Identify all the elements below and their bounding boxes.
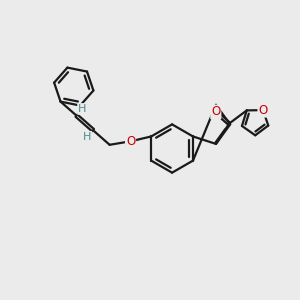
Text: O: O [258, 103, 268, 117]
Text: O: O [211, 106, 220, 118]
Text: H: H [78, 104, 86, 114]
Text: H: H [83, 132, 92, 142]
Text: O: O [126, 135, 135, 148]
